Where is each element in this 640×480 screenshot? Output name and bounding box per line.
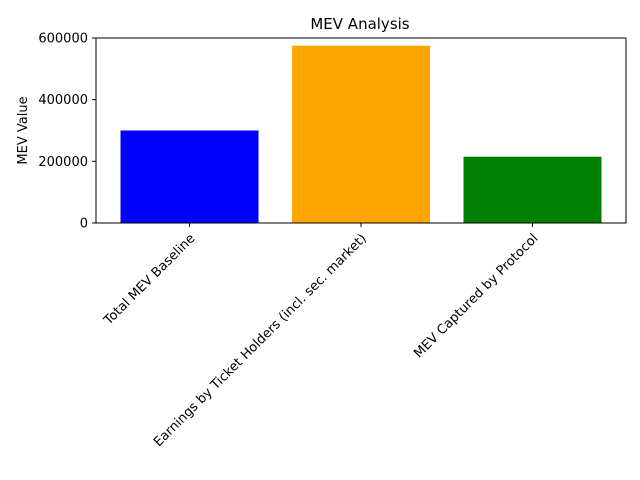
bar-0 xyxy=(120,130,259,223)
y-tick-label-1: 200000 xyxy=(38,155,88,170)
x-tick-label-0: Total MEV Baseline xyxy=(101,231,199,329)
x-tick-label-2: MEV Captured by Protocol xyxy=(411,231,541,361)
bars-layer xyxy=(120,45,602,224)
y-tick-label-2: 400000 xyxy=(38,93,88,108)
y-axis-label: MEV Value xyxy=(16,96,31,164)
bar-1 xyxy=(292,45,430,224)
y-tick-label-3: 600000 xyxy=(38,32,88,47)
y-tick-label-0: 0 xyxy=(80,217,88,232)
x-tick-label-1: Earnings by Ticket Holders (incl. sec. m… xyxy=(151,231,370,450)
bar-2 xyxy=(463,156,602,223)
ticks-layer: 0 200000 400000 600000 Total MEV BaselineEar… xyxy=(38,32,541,451)
chart-title: MEV Analysis xyxy=(310,15,409,33)
